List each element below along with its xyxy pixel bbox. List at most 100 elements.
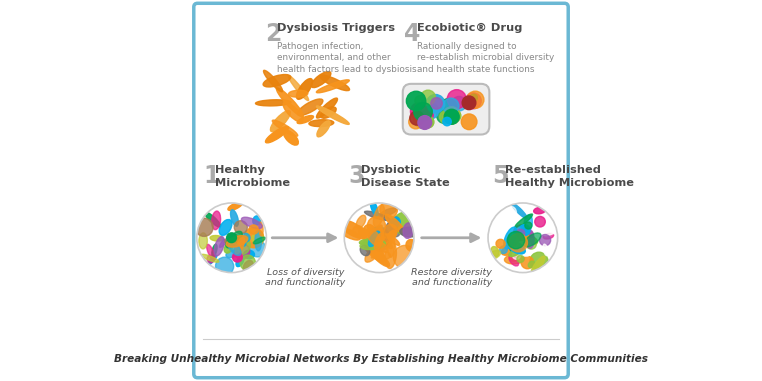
Ellipse shape: [365, 247, 388, 265]
Circle shape: [411, 103, 427, 120]
Circle shape: [216, 257, 234, 275]
Circle shape: [353, 226, 364, 237]
Circle shape: [443, 107, 460, 124]
Ellipse shape: [225, 233, 235, 247]
Circle shape: [440, 110, 453, 124]
Ellipse shape: [255, 231, 261, 251]
Ellipse shape: [321, 107, 336, 118]
Ellipse shape: [253, 216, 261, 225]
Ellipse shape: [526, 230, 534, 248]
Circle shape: [252, 232, 264, 244]
Ellipse shape: [264, 70, 283, 92]
Ellipse shape: [488, 250, 501, 259]
Circle shape: [513, 251, 520, 259]
Circle shape: [443, 98, 459, 114]
Ellipse shape: [212, 211, 220, 230]
Circle shape: [466, 93, 482, 109]
Ellipse shape: [375, 239, 386, 254]
Ellipse shape: [400, 227, 419, 237]
Ellipse shape: [517, 234, 537, 245]
Circle shape: [509, 234, 527, 252]
Text: 2: 2: [265, 22, 281, 46]
Circle shape: [406, 91, 426, 110]
Circle shape: [452, 96, 466, 111]
Ellipse shape: [239, 238, 246, 246]
Ellipse shape: [320, 75, 350, 91]
Ellipse shape: [316, 106, 349, 125]
Circle shape: [520, 232, 529, 240]
Ellipse shape: [212, 244, 217, 256]
Ellipse shape: [496, 239, 505, 248]
Circle shape: [367, 217, 386, 235]
Ellipse shape: [207, 255, 217, 266]
Ellipse shape: [309, 120, 334, 126]
Ellipse shape: [236, 256, 244, 267]
Circle shape: [444, 109, 459, 124]
Circle shape: [422, 116, 434, 128]
Circle shape: [363, 224, 374, 235]
Ellipse shape: [380, 232, 392, 246]
Circle shape: [244, 228, 264, 248]
Ellipse shape: [523, 233, 541, 247]
Text: Pathogen infection,
environmental, and other
health factors lead to dysbiosis: Pathogen infection, environmental, and o…: [277, 42, 417, 74]
Ellipse shape: [243, 261, 253, 272]
Ellipse shape: [226, 250, 239, 258]
Circle shape: [408, 115, 423, 129]
Ellipse shape: [515, 214, 533, 228]
Ellipse shape: [244, 250, 255, 259]
Circle shape: [530, 252, 548, 270]
Circle shape: [195, 218, 213, 236]
Ellipse shape: [360, 240, 386, 250]
Circle shape: [421, 90, 435, 105]
Ellipse shape: [373, 205, 384, 227]
Ellipse shape: [224, 243, 232, 253]
Circle shape: [525, 222, 532, 229]
Ellipse shape: [389, 231, 399, 237]
Circle shape: [197, 203, 267, 272]
Ellipse shape: [259, 222, 263, 236]
Ellipse shape: [207, 244, 215, 260]
Circle shape: [234, 244, 250, 259]
Circle shape: [431, 98, 442, 109]
Ellipse shape: [241, 233, 250, 242]
Text: Ecobiotic® Drug: Ecobiotic® Drug: [417, 23, 522, 33]
Circle shape: [393, 245, 417, 269]
Ellipse shape: [272, 120, 298, 136]
Circle shape: [197, 203, 267, 272]
Circle shape: [535, 216, 546, 227]
Ellipse shape: [403, 223, 413, 239]
Ellipse shape: [235, 237, 245, 254]
Circle shape: [470, 94, 478, 101]
Ellipse shape: [271, 110, 290, 132]
Ellipse shape: [316, 98, 338, 118]
Text: Restore diversity
and functionality: Restore diversity and functionality: [411, 268, 492, 287]
Ellipse shape: [229, 242, 241, 255]
Ellipse shape: [516, 235, 530, 240]
Ellipse shape: [406, 239, 417, 251]
Ellipse shape: [231, 210, 239, 226]
Circle shape: [410, 111, 424, 125]
Ellipse shape: [205, 212, 220, 227]
Ellipse shape: [370, 232, 377, 245]
Circle shape: [517, 229, 525, 238]
Ellipse shape: [385, 215, 404, 233]
Ellipse shape: [385, 242, 396, 269]
Circle shape: [372, 233, 382, 244]
Ellipse shape: [378, 229, 384, 240]
Circle shape: [226, 233, 236, 243]
Ellipse shape: [288, 75, 309, 101]
Ellipse shape: [524, 215, 533, 232]
Ellipse shape: [387, 230, 397, 241]
Ellipse shape: [367, 229, 381, 246]
Ellipse shape: [289, 90, 308, 97]
Ellipse shape: [339, 220, 367, 239]
Ellipse shape: [297, 115, 313, 123]
Ellipse shape: [377, 235, 388, 247]
Circle shape: [230, 235, 250, 255]
Circle shape: [463, 96, 475, 110]
Ellipse shape: [509, 249, 520, 256]
Ellipse shape: [514, 225, 524, 234]
Ellipse shape: [531, 256, 545, 274]
Circle shape: [539, 235, 551, 246]
Ellipse shape: [504, 227, 517, 249]
